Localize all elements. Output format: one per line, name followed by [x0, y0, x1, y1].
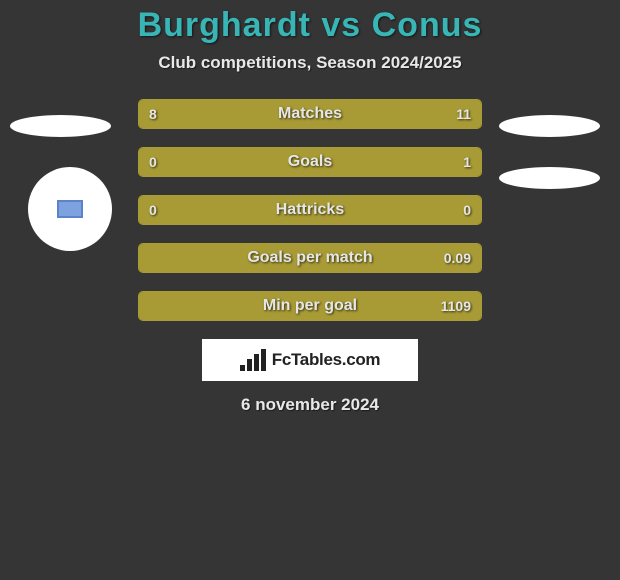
bar-label: Hattricks — [139, 196, 481, 224]
right-ellipse — [499, 167, 600, 189]
bar-value-right: 1 — [463, 148, 471, 176]
left-avatar-ring — [28, 167, 112, 251]
subtitle: Club competitions, Season 2024/2025 — [0, 53, 620, 73]
bar-value-right: 0.09 — [444, 244, 471, 272]
bar-label: Min per goal — [139, 292, 481, 320]
bar-value-right: 11 — [456, 100, 471, 128]
bar-label: Goals — [139, 148, 481, 176]
stat-bar: Min per goal1109 — [138, 291, 482, 321]
bar-label: Goals per match — [139, 244, 481, 272]
comparison-stage: 8Matches110Goals10Hattricks0Goals per ma… — [0, 99, 620, 321]
right-ellipse — [499, 115, 600, 137]
stat-bar: Goals per match0.09 — [138, 243, 482, 273]
brand-text: FcTables.com — [272, 350, 381, 370]
bar-value-right: 0 — [463, 196, 471, 224]
page-title: Burghardt vs Conus — [0, 6, 620, 45]
left-ellipse — [10, 115, 111, 137]
stat-bar: 0Goals1 — [138, 147, 482, 177]
avatar-placeholder-icon — [57, 200, 83, 218]
bar-label: Matches — [139, 100, 481, 128]
stat-bar: 0Hattricks0 — [138, 195, 482, 225]
stat-bar: 8Matches11 — [138, 99, 482, 129]
bar-value-right: 1109 — [441, 292, 471, 320]
bar-chart-icon — [240, 349, 266, 371]
brand-badge: FcTables.com — [202, 339, 418, 381]
stat-bars: 8Matches110Goals10Hattricks0Goals per ma… — [138, 99, 482, 321]
date-text: 6 november 2024 — [0, 395, 620, 415]
